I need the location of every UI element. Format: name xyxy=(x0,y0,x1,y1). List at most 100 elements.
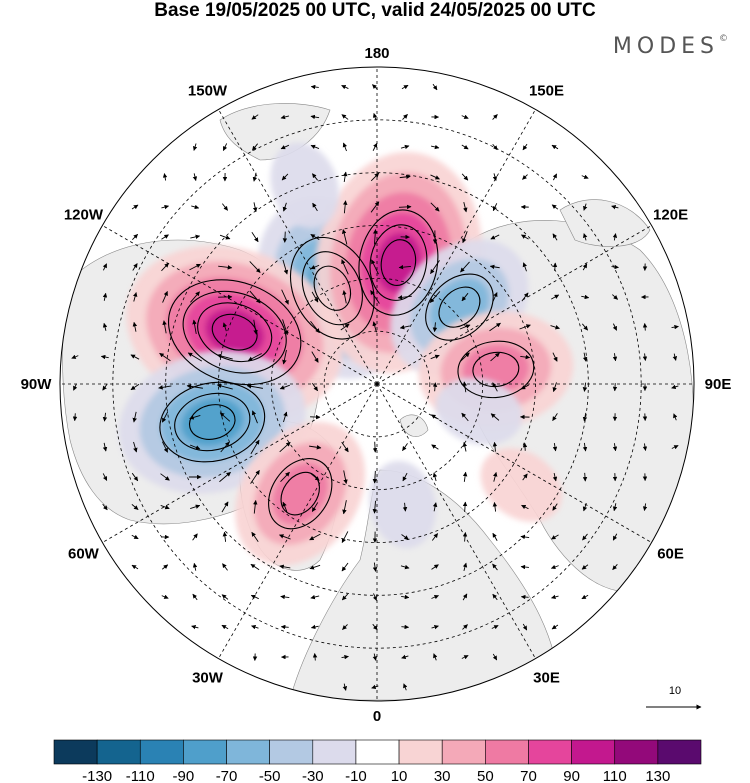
wind-arrow-18 xyxy=(310,144,320,150)
wind-arrow-170 xyxy=(72,413,78,422)
anomaly-center-5 xyxy=(480,448,562,522)
wind-arrow-120 xyxy=(282,319,289,336)
wind-arrow-125 xyxy=(432,322,438,333)
wind-arrow-239 xyxy=(462,501,468,512)
wind-arrow-56 xyxy=(551,204,559,210)
wind-arrow-2 xyxy=(372,84,378,90)
wind-arrow-191 xyxy=(189,444,201,450)
wind-arrow-48 xyxy=(312,202,318,212)
wind-arrow-130 xyxy=(581,323,589,331)
anomaly-center-8 xyxy=(235,421,366,566)
wind-arrow-179 xyxy=(430,414,439,420)
colorbar-tick-2: -90 xyxy=(173,768,195,783)
wind-arrow-47 xyxy=(282,202,288,212)
streamline-0-2 xyxy=(301,251,363,326)
vector-reference-label: 10 xyxy=(669,685,681,697)
wind-arrow-8 xyxy=(341,114,349,120)
wind-arrow-229 xyxy=(160,505,170,510)
wind-arrow-158 xyxy=(246,384,263,389)
wind-arrow-302 xyxy=(401,624,410,630)
wind-arrow-108 xyxy=(492,292,498,302)
wind-arrow-204 xyxy=(582,442,588,452)
wind-arrow-32 xyxy=(312,173,318,181)
wind-arrow-12 xyxy=(461,114,469,119)
wind-arrow-75 xyxy=(612,233,618,241)
lat-circle-75 xyxy=(323,330,431,438)
wind-arrow-292 xyxy=(520,594,529,600)
wind-arrow-316 xyxy=(492,653,498,661)
wind-arrow-272 xyxy=(400,564,410,570)
wind-arrow-177 xyxy=(283,411,288,423)
wind-arrow-142 xyxy=(311,351,319,363)
wind-arrow-281 xyxy=(192,593,198,601)
wind-arrow-60 xyxy=(161,234,169,240)
wind-arrow-53 xyxy=(463,201,468,213)
wind-arrow-139 xyxy=(216,353,233,360)
wind-arrow-190 xyxy=(161,441,169,453)
wind-arrow-54 xyxy=(492,203,498,212)
wind-arrow-107 xyxy=(461,292,469,302)
wind-arrow-105 xyxy=(397,295,412,300)
wind-arrow-114 xyxy=(102,322,108,331)
colorbar-swatch-6 xyxy=(312,739,357,765)
wind-arrow-44 xyxy=(191,204,200,210)
streamline-7-1 xyxy=(188,404,236,440)
wind-arrow-9 xyxy=(372,112,378,121)
wind-arrow-30 xyxy=(252,172,258,182)
wind-arrow-171 xyxy=(102,412,108,422)
wind-arrow-81 xyxy=(249,261,261,273)
wind-arrow-277 xyxy=(550,564,559,570)
lon-label-11: 150W xyxy=(188,82,228,99)
wind-arrow-1 xyxy=(341,85,349,90)
wind-arrow-258 xyxy=(492,532,498,541)
wind-arrow-305 xyxy=(491,625,499,630)
wind-arrow-252 xyxy=(309,533,321,541)
streamline-7-2 xyxy=(174,392,251,452)
wind-arrow-104 xyxy=(370,290,380,304)
wind-arrow-28 xyxy=(192,173,198,182)
streamline-6-1 xyxy=(211,313,258,351)
colorbar-tick-1: -110 xyxy=(126,768,155,783)
lon-label-3: 90E xyxy=(705,376,732,393)
wind-arrow-155 xyxy=(158,385,172,390)
wind-arrow-274 xyxy=(462,562,468,572)
streamline-0-1 xyxy=(313,265,352,311)
wind-arrow-112 xyxy=(612,294,619,300)
map-disc xyxy=(60,67,694,701)
wind-arrow-183 xyxy=(552,413,558,422)
streamline-6-3 xyxy=(182,290,287,374)
wind-arrow-159 xyxy=(279,384,290,390)
wind-arrow-91 xyxy=(552,262,558,272)
wind-arrow-228 xyxy=(131,504,139,510)
wind-arrow-31 xyxy=(281,173,289,181)
wind-arrow-269 xyxy=(309,564,321,570)
wind-arrow-278 xyxy=(581,564,589,570)
meridian-60 xyxy=(376,383,652,543)
wind-arrow-90 xyxy=(522,262,527,272)
wind-arrow-73 xyxy=(552,233,558,241)
wind-arrow-100 xyxy=(249,290,261,304)
wind-arrow-243 xyxy=(582,502,588,512)
wind-arrow-194 xyxy=(279,441,291,453)
streamline-3-2 xyxy=(457,340,535,399)
wind-arrow-172 xyxy=(132,411,137,423)
wind-arrow-312 xyxy=(372,653,378,661)
wind-arrow-276 xyxy=(520,564,529,570)
wind-arrow-154 xyxy=(130,383,140,391)
wind-arrow-259 xyxy=(520,534,530,540)
wind-arrow-45 xyxy=(221,203,229,211)
lon-label-5: 30E xyxy=(533,670,560,687)
wind-arrow-20 xyxy=(372,142,378,151)
wind-arrow-246 xyxy=(131,534,139,540)
wind-arrow-284 xyxy=(280,594,290,600)
wind-arrow-57 xyxy=(583,203,588,211)
wind-arrow-217 xyxy=(372,470,378,484)
meridian-210 xyxy=(218,109,378,385)
wind-arrow-63 xyxy=(251,231,259,243)
wind-arrow-304 xyxy=(462,624,468,630)
wind-arrow-156 xyxy=(186,384,203,389)
wind-arrow-98 xyxy=(190,291,200,303)
wind-arrow-263 xyxy=(131,564,139,570)
wind-arrow-242 xyxy=(552,503,558,511)
wind-arrow-43 xyxy=(161,204,170,210)
